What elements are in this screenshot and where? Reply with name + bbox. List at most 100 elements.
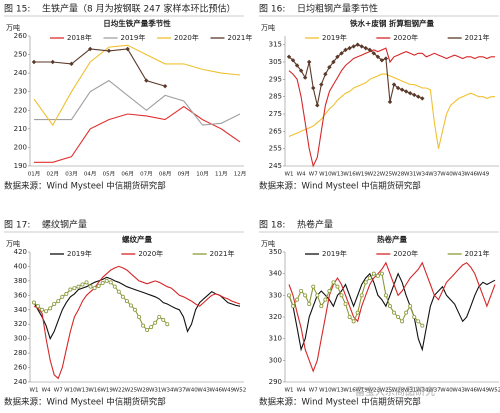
x-tick-label: W19	[100, 388, 113, 394]
x-tick-label: W19	[355, 388, 368, 394]
figure-source: 数据来源：Wind Mysteel 中信期货研究部	[259, 397, 421, 408]
x-tick-label: W28	[137, 388, 150, 394]
series-line	[33, 280, 168, 331]
figure-label: 图 17:	[4, 220, 30, 231]
point-marker	[319, 304, 324, 309]
point-marker	[416, 319, 421, 324]
legend-label: 2021年	[465, 249, 490, 258]
point-marker	[106, 48, 112, 54]
series-line	[34, 48, 166, 87]
point-marker	[408, 304, 413, 309]
point-marker	[395, 85, 401, 91]
y-tick-label: 240	[14, 378, 27, 386]
legend-label: 2020年	[174, 33, 199, 42]
series-line	[34, 79, 241, 126]
point-marker	[112, 284, 117, 289]
x-tick-label: W10	[319, 388, 332, 394]
point-marker	[311, 284, 316, 289]
x-tick-label: W49	[222, 388, 235, 394]
x-tick-label: 10月	[196, 171, 209, 178]
y-tick-label: 210	[14, 125, 27, 133]
x-tick-label: W16	[343, 172, 356, 178]
x-tick-label: W31	[149, 388, 161, 394]
point-marker	[379, 58, 385, 63]
series-line	[34, 105, 241, 163]
point-marker	[412, 314, 417, 319]
x-tick-label: W46	[210, 388, 223, 394]
x-tick-label: W31	[404, 388, 416, 394]
point-marker	[331, 280, 336, 285]
point-marker	[32, 300, 37, 305]
point-marker	[363, 280, 368, 285]
x-tick-label: W4	[297, 172, 306, 178]
series-line	[288, 272, 423, 327]
figure-label: 图 16:	[259, 4, 285, 15]
y-tick-label: 300	[14, 335, 27, 343]
figure-source: 数据来源：Wind Mysteel 中信期货研究部	[4, 397, 166, 408]
point-marker	[323, 71, 328, 77]
point-marker	[60, 294, 65, 299]
point-marker	[149, 325, 154, 330]
x-tick-label: W34	[161, 388, 174, 394]
y-tick-label: 320	[269, 313, 282, 321]
x-tick-label: W52	[234, 388, 246, 394]
y-tick-label: 260	[14, 364, 27, 372]
figure-caption: 生铁产量（8 月为按钢联 247 家样本环比预估）	[42, 3, 236, 15]
y-tick-label: 255	[269, 145, 282, 153]
point-marker	[31, 59, 37, 65]
y-tick-label: 240	[14, 69, 27, 77]
point-marker	[50, 59, 55, 65]
series-line	[288, 44, 423, 106]
point-marker	[40, 307, 45, 312]
x-tick-label: 02月	[46, 171, 59, 178]
point-marker	[298, 68, 304, 73]
legend-label: 2021年	[210, 249, 235, 258]
point-marker	[407, 91, 413, 96]
x-tick-label: W1	[285, 388, 294, 394]
point-marker	[383, 56, 389, 61]
chart-title: 铁水+废钢 折算粗钢产量	[350, 18, 434, 28]
x-tick-label: W37	[173, 388, 186, 394]
point-marker	[363, 45, 368, 51]
x-tick-label: W7	[54, 388, 63, 394]
point-marker	[335, 54, 340, 59]
figure-label: 图 18:	[259, 220, 285, 231]
x-tick-label: 01月	[28, 171, 41, 178]
point-marker	[420, 96, 425, 101]
point-marker	[355, 42, 360, 47]
point-marker	[165, 322, 170, 327]
point-marker	[161, 317, 166, 322]
y-tick-label: 285	[269, 93, 282, 101]
x-tick-label: 04月	[84, 171, 97, 178]
point-marker	[375, 273, 380, 278]
series-line	[33, 44, 241, 127]
point-marker	[315, 103, 320, 108]
x-tick-label: W31	[404, 172, 416, 178]
x-tick-label: 11月	[215, 171, 228, 178]
point-marker	[303, 293, 308, 298]
point-marker	[399, 87, 405, 92]
y-tick-label: 250	[14, 51, 27, 59]
point-marker	[339, 51, 344, 56]
legend-label: 2020年	[393, 33, 418, 42]
point-marker	[87, 46, 93, 52]
series-line	[288, 261, 496, 373]
x-tick-label: W37	[428, 172, 441, 178]
y-tick-label: 265	[269, 127, 282, 135]
point-marker	[343, 47, 348, 53]
figure-caption: 日均粗钢产量季节性	[297, 3, 378, 15]
y-tick-label: 275	[269, 110, 282, 118]
x-tick-label: W49	[477, 172, 490, 178]
x-tick-label: 08月	[159, 171, 172, 178]
chart-title: 热卷产量	[377, 234, 407, 244]
x-tick-label: W34	[416, 388, 429, 394]
y-axis-unit: 万吨	[261, 239, 275, 248]
x-tick-label: W43	[452, 172, 465, 178]
point-marker	[392, 310, 397, 315]
x-tick-label: W10	[319, 172, 332, 178]
point-marker	[420, 323, 425, 328]
y-tick-label: 310	[269, 335, 282, 343]
x-tick-label: W16	[88, 388, 101, 394]
y-tick-label: 360	[14, 291, 27, 299]
point-marker	[323, 297, 328, 302]
